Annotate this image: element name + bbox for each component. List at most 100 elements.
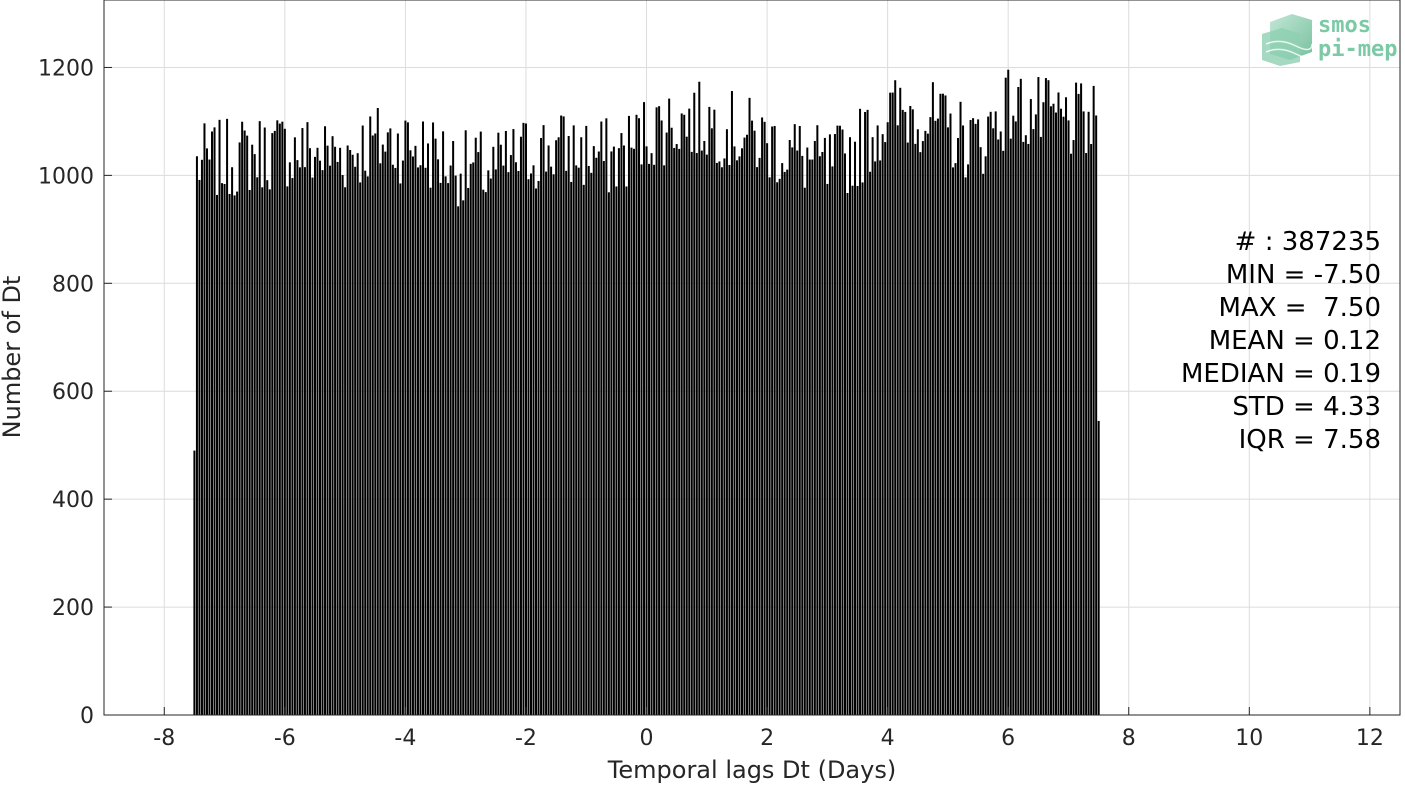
histogram-bar bbox=[464, 130, 467, 715]
histogram-bar bbox=[419, 165, 422, 715]
histogram-bar bbox=[763, 121, 766, 715]
histogram-bar bbox=[653, 164, 656, 715]
histogram-bar bbox=[1082, 111, 1085, 715]
histogram-bar bbox=[962, 125, 965, 715]
histogram-bar bbox=[308, 148, 311, 715]
histogram-bar bbox=[648, 163, 651, 715]
histogram-bar bbox=[700, 150, 703, 715]
histogram-bar bbox=[949, 113, 952, 715]
y-tick-label: 0 bbox=[80, 704, 94, 729]
histogram-bar bbox=[334, 146, 337, 715]
histogram-bar bbox=[1080, 83, 1083, 715]
stat-line: MIN = -7.50 bbox=[1226, 260, 1381, 290]
histogram-bar bbox=[276, 120, 279, 715]
histogram-bar bbox=[499, 144, 502, 715]
histogram-bar bbox=[502, 165, 505, 715]
histogram-bar bbox=[668, 98, 671, 715]
histogram-bar bbox=[1065, 97, 1068, 715]
histogram-bar bbox=[570, 181, 573, 715]
histogram-bar bbox=[336, 161, 339, 715]
histogram-bar bbox=[484, 192, 487, 715]
histogram-bar bbox=[957, 138, 960, 715]
histogram-bar bbox=[459, 173, 462, 715]
histogram-bar bbox=[670, 127, 673, 715]
histogram-bar bbox=[414, 145, 417, 715]
histogram-bar bbox=[472, 162, 475, 715]
histogram-bar bbox=[366, 176, 369, 715]
histogram-bar bbox=[567, 135, 570, 715]
histogram-bar bbox=[743, 137, 746, 715]
histogram-bar bbox=[324, 126, 327, 715]
histogram-bar bbox=[735, 160, 738, 715]
histogram-bar bbox=[768, 177, 771, 715]
histogram-bar bbox=[1012, 115, 1015, 715]
histogram-bar bbox=[213, 127, 216, 715]
histogram-bar bbox=[246, 135, 249, 715]
histogram-bar bbox=[751, 120, 754, 715]
stat-line: MAX = 7.50 bbox=[1219, 293, 1382, 323]
histogram-bar bbox=[663, 165, 666, 715]
histogram-bar bbox=[1047, 80, 1050, 715]
histogram-bar bbox=[507, 172, 510, 715]
x-axis-ticks: -8 -6 -4 -2 0 2 4 6 8 10 12 bbox=[153, 707, 1384, 751]
histogram-bar bbox=[766, 143, 769, 715]
histogram-bar bbox=[376, 108, 379, 715]
histogram-bar bbox=[406, 122, 409, 715]
histogram-bar bbox=[994, 111, 997, 715]
histogram-bar bbox=[821, 152, 824, 715]
histogram-bar bbox=[796, 150, 799, 715]
x-tick-label: -4 bbox=[394, 726, 416, 751]
histogram-bar bbox=[221, 183, 224, 715]
histogram-bar bbox=[708, 106, 711, 715]
histogram-bar bbox=[547, 145, 550, 715]
histogram-bar bbox=[627, 115, 630, 715]
histogram-bar bbox=[869, 171, 872, 715]
histogram-bar bbox=[904, 111, 907, 715]
stat-line: IQR = 7.58 bbox=[1239, 425, 1381, 455]
histogram-bar bbox=[748, 97, 751, 715]
histogram-bar bbox=[828, 134, 831, 715]
histogram-bar bbox=[823, 137, 826, 715]
histogram-bar bbox=[607, 192, 610, 715]
histogram-bar bbox=[218, 119, 221, 715]
histogram-bar bbox=[612, 146, 615, 715]
histogram-bar bbox=[615, 186, 618, 715]
stat-line: # : 387235 bbox=[1235, 227, 1381, 257]
histogram-bar bbox=[866, 109, 869, 715]
histogram-bar bbox=[818, 156, 821, 715]
histogram-bar bbox=[326, 145, 329, 715]
histogram-bar bbox=[738, 156, 741, 715]
histogram-bar bbox=[339, 147, 342, 715]
histogram-bar bbox=[449, 165, 452, 715]
histogram-bar bbox=[429, 187, 432, 715]
histogram-bar bbox=[271, 133, 274, 715]
histogram-bar bbox=[1037, 77, 1040, 715]
histogram-bar bbox=[444, 176, 447, 715]
histogram-bar bbox=[1022, 141, 1025, 715]
histogram-bar bbox=[650, 153, 653, 715]
histogram-bar bbox=[929, 117, 932, 715]
histogram-bar bbox=[344, 187, 347, 715]
histogram-bar bbox=[432, 122, 435, 715]
histogram-bar bbox=[1034, 114, 1037, 715]
histogram-bar bbox=[977, 119, 980, 715]
histogram-bar bbox=[537, 180, 540, 715]
x-tick-label: -2 bbox=[515, 726, 537, 751]
histogram-bar bbox=[999, 131, 1002, 715]
histogram-bar bbox=[351, 154, 354, 715]
histogram-bar bbox=[635, 114, 638, 715]
histogram-bar bbox=[474, 137, 477, 715]
histogram-bar bbox=[675, 144, 678, 715]
histogram-bar bbox=[575, 165, 578, 715]
histogram-bar bbox=[680, 113, 683, 715]
histogram-bar bbox=[984, 156, 987, 715]
histogram-bar bbox=[205, 148, 208, 715]
y-axis-label: Number of Dt bbox=[0, 276, 26, 439]
y-tick-label: 400 bbox=[52, 488, 94, 513]
x-tick-label: 8 bbox=[1122, 726, 1136, 751]
histogram-bar bbox=[665, 132, 668, 715]
histogram-bar bbox=[286, 186, 289, 715]
histogram-bar bbox=[1024, 135, 1027, 715]
histogram-bar bbox=[545, 171, 548, 715]
histogram-bar bbox=[967, 164, 970, 715]
